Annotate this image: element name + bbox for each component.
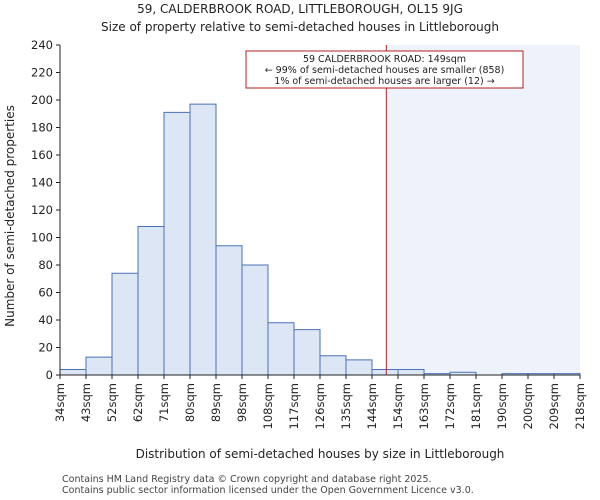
x-tick-label-98sqm: 98sqm bbox=[235, 383, 249, 422]
y-tick-label-40: 40 bbox=[38, 313, 53, 327]
bar-154sqm bbox=[397, 369, 425, 376]
bar-71sqm bbox=[163, 111, 191, 376]
x-tick-label-62sqm: 62sqm bbox=[131, 383, 145, 422]
bar-34sqm bbox=[59, 369, 87, 376]
x-axis-label: Distribution of semi-detached houses by … bbox=[136, 447, 505, 461]
y-tick-label-180: 180 bbox=[31, 121, 53, 135]
annotation-line-2: ← 99% of semi-detached houses are smalle… bbox=[265, 65, 505, 76]
bar-52sqm bbox=[111, 272, 139, 376]
bar-117sqm bbox=[293, 329, 321, 376]
annotation-line-1: 59 CALDERBROOK ROAD: 149sqm bbox=[303, 54, 466, 65]
y-tick-label-220: 220 bbox=[31, 66, 53, 80]
bar-108sqm bbox=[267, 322, 295, 376]
bar-135sqm bbox=[345, 359, 373, 376]
chart-title: 59, CALDERBROOK ROAD, LITTLEBOROUGH, OL1… bbox=[137, 2, 463, 16]
larger-region-shade bbox=[386, 45, 580, 375]
y-tick-label-240: 240 bbox=[31, 38, 53, 52]
bar-89sqm bbox=[215, 245, 243, 376]
x-tick-label-43sqm: 43sqm bbox=[79, 383, 93, 422]
x-tick-label-52sqm: 52sqm bbox=[105, 383, 119, 422]
footer-line-1: Contains HM Land Registry data © Crown c… bbox=[62, 474, 432, 485]
x-tick-label-163sqm: 163sqm bbox=[417, 383, 431, 429]
y-tick-label-80: 80 bbox=[38, 258, 53, 272]
x-tick-label-34sqm: 34sqm bbox=[53, 383, 67, 422]
x-tick-label-190sqm: 190sqm bbox=[495, 383, 509, 429]
footer-line-2: Contains public sector information licen… bbox=[62, 485, 474, 496]
x-tick-label-200sqm: 200sqm bbox=[521, 383, 535, 429]
bar-43sqm bbox=[85, 356, 113, 376]
x-tick-label-181sqm: 181sqm bbox=[469, 383, 483, 429]
x-tick-label-209sqm: 209sqm bbox=[547, 383, 561, 429]
x-tick-label-126sqm: 126sqm bbox=[313, 383, 327, 429]
y-tick-label-0: 0 bbox=[46, 368, 53, 382]
annotation-line-3: 1% of semi-detached houses are larger (1… bbox=[274, 76, 494, 87]
chart-subtitle: Size of property relative to semi-detach… bbox=[101, 20, 499, 34]
x-tick-label-89sqm: 89sqm bbox=[209, 383, 223, 422]
y-tick-label-100: 100 bbox=[31, 231, 53, 245]
x-tick-label-154sqm: 154sqm bbox=[391, 383, 405, 429]
x-tick-label-80sqm: 80sqm bbox=[183, 383, 197, 422]
x-tick-label-108sqm: 108sqm bbox=[261, 383, 275, 429]
x-tick-label-71sqm: 71sqm bbox=[157, 383, 171, 422]
x-tick-label-144sqm: 144sqm bbox=[365, 383, 379, 429]
x-tick-label-172sqm: 172sqm bbox=[443, 383, 457, 429]
bar-144sqm bbox=[371, 369, 399, 376]
bar-98sqm bbox=[241, 264, 269, 376]
y-tick-label-120: 120 bbox=[31, 203, 53, 217]
y-tick-label-60: 60 bbox=[38, 286, 53, 300]
x-tick-label-135sqm: 135sqm bbox=[339, 383, 353, 429]
y-tick-label-200: 200 bbox=[31, 93, 53, 107]
x-tick-label-218sqm: 218sqm bbox=[573, 383, 587, 429]
x-tick-label-117sqm: 117sqm bbox=[287, 383, 301, 429]
annotation-box: 59 CALDERBROOK ROAD: 149sqm ← 99% of sem… bbox=[245, 50, 524, 89]
y-tick-label-140: 140 bbox=[31, 176, 53, 190]
bar-126sqm bbox=[319, 355, 347, 376]
y-tick-label-160: 160 bbox=[31, 148, 53, 162]
y-tick-label-20: 20 bbox=[38, 341, 53, 355]
y-axis-label: Number of semi-detached properties bbox=[3, 105, 17, 327]
bar-62sqm bbox=[137, 226, 165, 376]
bar-80sqm bbox=[189, 103, 217, 376]
